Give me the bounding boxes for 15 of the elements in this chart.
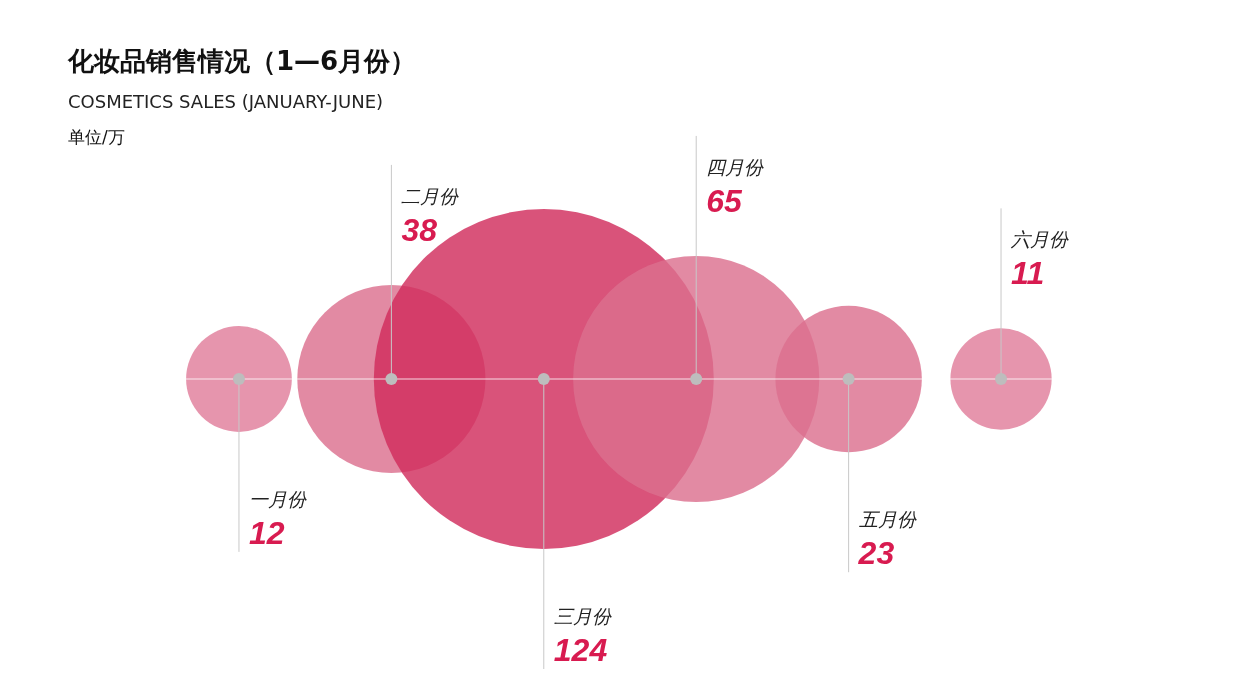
text: 单位/万 <box>68 126 126 149</box>
category-label: 五月份 <box>858 508 917 531</box>
data-label: 38 <box>401 211 438 248</box>
category-label: 四月份 <box>706 155 765 178</box>
text: COSMETICS SALES (JANUARY-JUNE) <box>68 91 385 112</box>
data-label: 124 <box>553 632 608 668</box>
data-label: 23 <box>857 535 895 572</box>
category-label: 一月份 <box>248 487 307 510</box>
data-label: 11 <box>1011 255 1045 292</box>
data-label: 65 <box>706 182 743 219</box>
category-label: 三月份 <box>553 605 612 627</box>
data-label: 12 <box>248 514 285 551</box>
text: 化妆品销售情况（1—6月份） <box>68 45 417 78</box>
category-label: 二月份 <box>401 184 460 207</box>
category-label: 六月份 <box>1010 228 1070 251</box>
